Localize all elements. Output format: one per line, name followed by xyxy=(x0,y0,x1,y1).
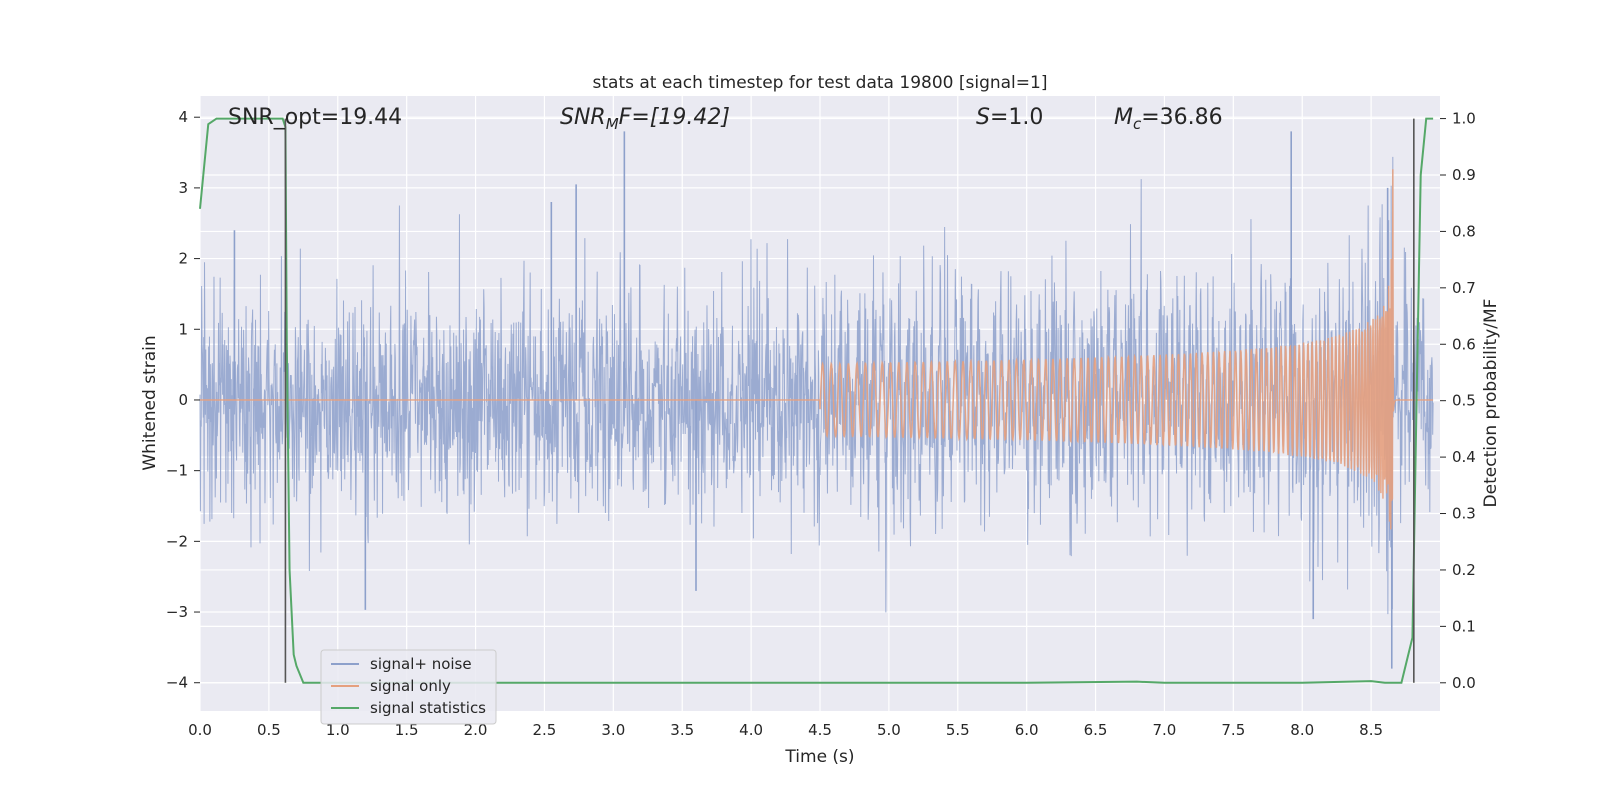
y-right-tick-label: 0.2 xyxy=(1452,561,1476,579)
y-axis-label: Whitened strain xyxy=(140,335,160,470)
y-right-tick-label: 0.5 xyxy=(1452,392,1476,410)
signal-line xyxy=(200,169,1434,530)
x-tick-label: 7.5 xyxy=(1221,721,1245,739)
y-tick-label: 3 xyxy=(178,179,188,197)
x-tick-label: 2.0 xyxy=(464,721,488,739)
y-right-tick-label: 0.6 xyxy=(1452,335,1476,353)
annotation-mc: Mc=36.86 xyxy=(1114,105,1223,133)
annotation-snr-opt: SNR_opt=19.44 xyxy=(228,105,402,130)
legend-box xyxy=(320,649,497,725)
y-right-tick-label: 1.0 xyxy=(1452,110,1476,128)
x-tick-label: 1.5 xyxy=(395,721,419,739)
legend-label-stats: signal statistics xyxy=(370,699,486,717)
vertical-markers xyxy=(284,118,1415,683)
x-tick-label: 1.0 xyxy=(326,721,350,739)
y-tick-label: −2 xyxy=(166,532,188,550)
x-tick-label: 7.0 xyxy=(1153,721,1177,739)
x-tick-label: 4.5 xyxy=(808,721,832,739)
y-tick-label: 0 xyxy=(178,391,188,409)
x-tick-label: 6.5 xyxy=(1084,721,1108,739)
y-right-tick-label: 0.3 xyxy=(1452,505,1476,523)
y-tick-label: −4 xyxy=(166,674,188,692)
y-right-tick-label: 0.0 xyxy=(1452,674,1476,692)
y-right-tick-label: 0.7 xyxy=(1452,279,1476,297)
x-tick-label: 5.5 xyxy=(946,721,970,739)
series-signal-only xyxy=(200,169,1434,530)
legend-label-signal: signal only xyxy=(370,677,451,695)
y-tick-label: −3 xyxy=(166,603,188,621)
x-axis-label: Time (s) xyxy=(784,747,854,767)
x-tick-label: 0.0 xyxy=(188,721,212,739)
y-right-tick-label: 0.4 xyxy=(1452,448,1476,466)
y-tick-labels: −4 −3 −2 −1 0 1 2 3 4 xyxy=(166,108,200,692)
annotation-snr-mf: SNRMF=[19.42] xyxy=(560,105,730,133)
y-tick-label: 2 xyxy=(178,250,188,268)
series-signal-plus-noise xyxy=(199,131,1434,669)
annotation-s: S=1.0 xyxy=(976,105,1043,130)
y-tick-label: 1 xyxy=(178,320,188,338)
legend: signal+ noise signal only signal statist… xyxy=(320,649,497,725)
y-right-tick-labels: 0.0 0.1 0.2 0.3 0.4 0.5 0.6 0.7 0.8 0.9 1.0 xyxy=(1440,110,1476,692)
y-right-axis-label: Detection probability/MF xyxy=(1481,299,1501,508)
x-tick-label: 6.0 xyxy=(1015,721,1039,739)
x-tick-labels: 0.0 0.5 1.0 1.5 2.0 2.5 3.0 3.5 4.0 4.5 5.0 5.5 6.0 6… xyxy=(188,721,1383,739)
x-tick-label: 0.5 xyxy=(257,721,281,739)
x-tick-label: 8.5 xyxy=(1359,721,1383,739)
noise-line xyxy=(199,156,1434,615)
y-right-tick-label: 0.1 xyxy=(1452,617,1476,635)
x-tick-label: 3.5 xyxy=(670,721,694,739)
x-tick-label: 8.0 xyxy=(1290,721,1314,739)
y-right-tick-label: 0.8 xyxy=(1452,222,1476,240)
y-tick-label: 4 xyxy=(178,108,188,126)
x-tick-label: 5.0 xyxy=(877,721,901,739)
series-signal-statistics xyxy=(199,117,1434,684)
x-tick-label: 3.0 xyxy=(601,721,625,739)
y-tick-label: −1 xyxy=(166,462,188,480)
x-tick-label: 4.0 xyxy=(739,721,763,739)
chart-title: stats at each timestep for test data 198… xyxy=(593,73,1048,93)
x-tick-label: 2.5 xyxy=(533,721,557,739)
y-right-tick-label: 0.9 xyxy=(1452,166,1476,184)
stats-line xyxy=(199,117,1434,684)
legend-label-noise: signal+ noise xyxy=(370,655,472,673)
